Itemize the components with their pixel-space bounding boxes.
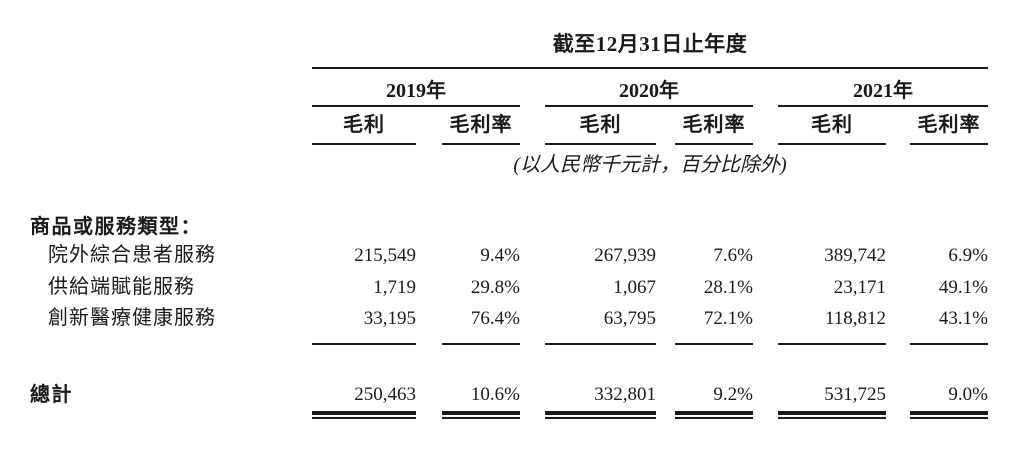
column-rule [910,335,988,345]
value-cell: 43.1% [938,308,988,329]
gross-profit-header-2020: 毛利 [545,107,656,145]
table-row: 供給端賦能服務 1,719 29.8% 1,067 28.1% 23,171 4… [30,272,1032,304]
gross-margin-header-2021: 毛利率 [910,107,988,145]
value-cell: 1,067 [613,276,656,298]
total-label: 總計 [30,383,73,406]
period-title-row: 截至12月31日止年度 [30,0,1032,69]
grand-total-rule-row [30,407,1032,419]
total-row: 總計 250,463 10.6% 332,801 9.2% 531,725 9.… [30,345,1032,407]
total-value-cell: 250,463 [354,383,416,405]
year-header-row: 2019年 2020年 2021年 [30,69,1032,107]
units-note: (以人民幣千元計，百分比除外) [513,154,787,176]
value-cell: 23,171 [833,276,886,298]
double-rule [312,410,416,419]
column-rule [312,335,416,345]
double-rule [442,410,520,419]
total-value-cell: 10.6% [470,383,520,405]
period-title: 截至12月31日止年度 [312,0,988,69]
double-rule [778,410,886,419]
value-cell: 28.1% [703,276,753,298]
value-cell: 7.6% [713,245,753,266]
column-rule [442,335,520,345]
table-row: 院外綜合患者服務 215,549 9.4% 267,939 7.6% 389,7… [30,240,1032,272]
value-cell: 33,195 [363,308,416,329]
value-cell: 76.4% [470,308,520,329]
value-cell: 63,795 [603,308,656,329]
double-rule [545,410,656,419]
column-rule [778,335,886,345]
value-cell: 72.1% [703,308,753,329]
units-note-row: (以人民幣千元計，百分比除外) [30,145,1032,179]
row-label: 院外綜合患者服務 [48,244,216,266]
double-rule [910,410,988,419]
row-label: 供給端賦能服務 [48,275,195,298]
value-cell: 9.4% [480,245,520,266]
gross-margin-header-2020: 毛利率 [675,107,753,145]
total-value-cell: 531,725 [824,383,886,405]
total-value-cell: 332,801 [594,383,656,405]
double-rule [675,410,753,419]
year-2020-header: 2020年 [545,69,753,107]
value-cell: 29.8% [470,276,520,298]
table-row: 創新醫療健康服務 33,195 76.4% 63,795 72.1% 118,8… [30,303,1032,335]
gross-margin-header-2019: 毛利率 [442,107,520,145]
value-cell: 389,742 [824,245,886,266]
column-rule [545,335,656,345]
value-cell: 267,939 [594,245,656,266]
section-header-row: 商品或服務類型： [30,214,1032,240]
value-cell: 215,549 [354,245,416,266]
gross-profit-header-2019: 毛利 [312,107,416,145]
row-label: 創新醫療健康服務 [48,307,216,329]
metric-header-row: 毛利 毛利率 毛利 毛利率 毛利 毛利率 [30,107,1032,145]
subtotal-rule-row [30,335,1032,345]
value-cell: 1,719 [373,276,416,298]
year-2019-header: 2019年 [312,69,520,107]
value-cell: 49.1% [938,276,988,298]
section-header: 商品或服務類型： [30,216,202,238]
gross-profit-header-2021: 毛利 [778,107,886,145]
value-cell: 118,812 [824,308,886,329]
column-rule [675,335,753,345]
total-value-cell: 9.0% [948,383,988,405]
value-cell: 6.9% [948,245,988,266]
total-value-cell: 9.2% [713,383,753,405]
year-2021-header: 2021年 [778,69,988,107]
